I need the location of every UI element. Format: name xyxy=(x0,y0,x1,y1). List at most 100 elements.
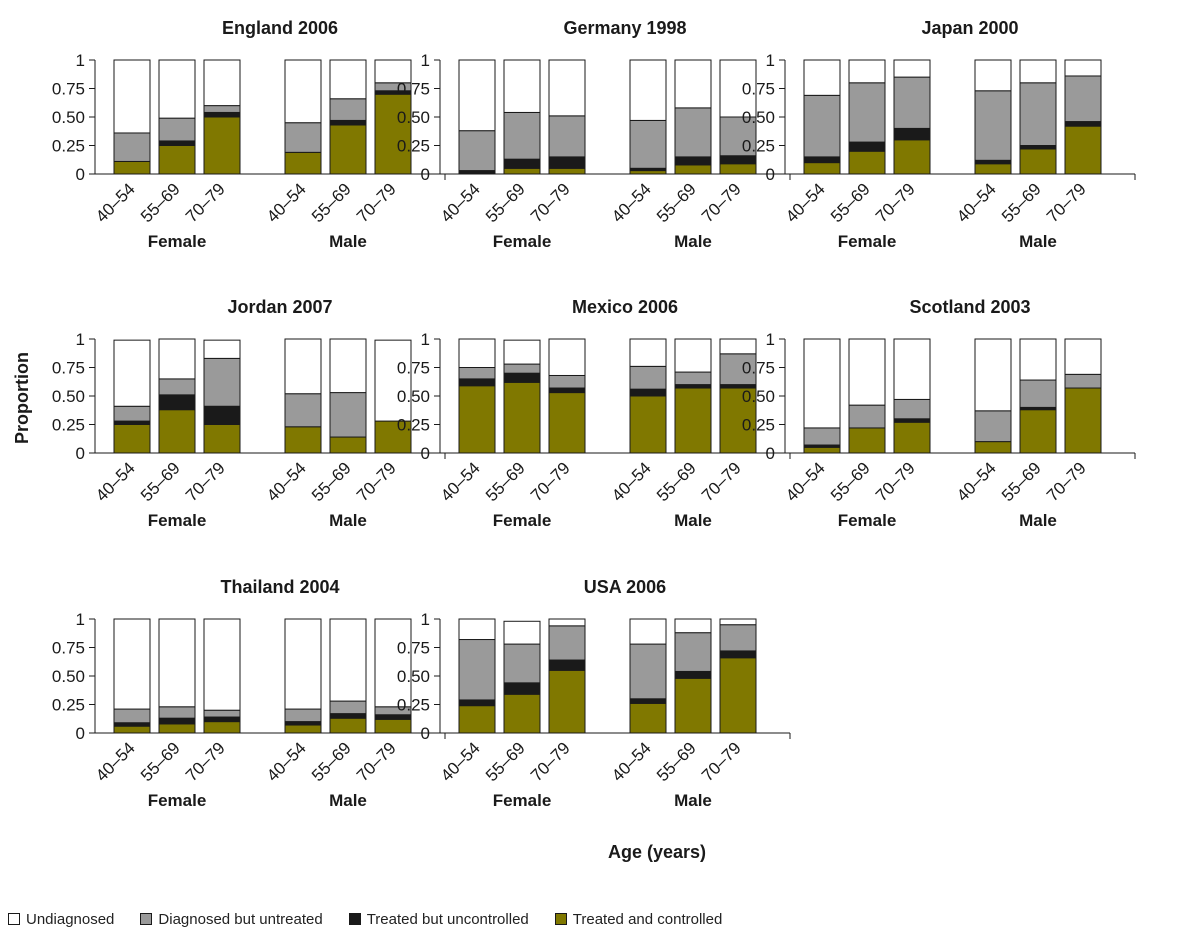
chart-title: Mexico 2006 xyxy=(572,297,678,317)
bar-segment-diagnosed-but-untreated xyxy=(284,393,322,428)
y-tick-label: 1 xyxy=(76,610,85,629)
bar-segment-treated-and-controlled xyxy=(329,436,367,454)
bar-segment-treated-but-uncontrolled xyxy=(458,170,496,175)
group-label-female: Female xyxy=(838,232,897,251)
legend: Undiagnosed Diagnosed but untreated Trea… xyxy=(8,908,748,930)
y-tick-label: 1 xyxy=(421,330,430,349)
y-tick-label: 0.25 xyxy=(742,416,775,435)
x-tick-label: 70–79 xyxy=(527,458,574,505)
bar-segment-diagnosed-but-untreated xyxy=(203,357,241,407)
y-tick-label: 0.75 xyxy=(397,80,430,99)
bar-segment-treated-and-controlled xyxy=(503,167,541,175)
x-tick-label: 40–54 xyxy=(263,458,310,505)
bar-segment-treated-and-controlled xyxy=(848,150,886,175)
bar-segment-treated-and-controlled xyxy=(284,426,322,454)
y-tick-label: 0 xyxy=(421,724,430,743)
bar-segment-treated-and-controlled xyxy=(374,718,412,734)
bar-segment-treated-but-uncontrolled xyxy=(674,384,712,389)
chart-title: Japan 2000 xyxy=(921,18,1018,38)
legend-label: Diagnosed but untreated xyxy=(158,910,323,928)
x-tick-label: 70–79 xyxy=(353,179,400,226)
y-tick-label: 0 xyxy=(76,165,85,184)
bar-segment-undiagnosed xyxy=(1064,338,1102,375)
bar-segment-diagnosed-but-untreated xyxy=(674,371,712,386)
legend-item-undiagnosed: Undiagnosed xyxy=(8,911,114,928)
x-tick-label: 70–79 xyxy=(527,738,574,785)
bar-segment-undiagnosed xyxy=(548,338,586,376)
bar-segment-undiagnosed xyxy=(719,618,757,626)
bar-segment-diagnosed-but-untreated xyxy=(203,105,241,113)
bar-segment-treated-but-uncontrolled xyxy=(158,140,196,147)
y-tick-label: 1 xyxy=(766,330,775,349)
x-tick-label: 55–69 xyxy=(653,179,700,226)
bar-segment-undiagnosed xyxy=(329,59,367,100)
bar-segment-treated-but-uncontrolled xyxy=(674,670,712,679)
y-tick-label: 0.25 xyxy=(52,416,85,435)
bar-segment-treated-and-controlled xyxy=(1019,148,1057,175)
x-tick-label: 55–69 xyxy=(308,738,355,785)
y-tick-label: 0.75 xyxy=(397,639,430,658)
bar-segment-treated-and-controlled xyxy=(458,705,496,734)
bar-segment-diagnosed-but-untreated xyxy=(1064,75,1102,123)
y-tick-label: 0.75 xyxy=(52,80,85,99)
bar-segment-treated-and-controlled xyxy=(548,167,586,175)
bar-segment-treated-and-controlled xyxy=(674,677,712,734)
bar-segment-diagnosed-but-untreated xyxy=(893,76,931,129)
bar-segment-treated-but-uncontrolled xyxy=(719,155,757,165)
y-tick-label: 1 xyxy=(76,51,85,70)
y-tick-label: 0.50 xyxy=(742,108,775,127)
y-tick-label: 0.50 xyxy=(52,667,85,686)
x-tick-label: 70–79 xyxy=(182,458,229,505)
y-tick-label: 0 xyxy=(76,724,85,743)
bar-segment-diagnosed-but-untreated xyxy=(974,410,1012,443)
chart-panels: England 200600.250.500.75140–5455–6970–7… xyxy=(52,18,1136,810)
bar-segment-diagnosed-but-untreated xyxy=(1064,373,1102,389)
bar-segment-undiagnosed xyxy=(458,59,496,132)
x-tick-label: 70–79 xyxy=(872,458,919,505)
y-tick-label: 0.75 xyxy=(742,359,775,378)
x-tick-label: 40–54 xyxy=(437,458,484,505)
bar-segment-treated-but-uncontrolled xyxy=(893,418,931,423)
bar-segment-undiagnosed xyxy=(548,59,586,117)
x-tick-label: 70–79 xyxy=(698,179,745,226)
bar-segment-diagnosed-but-untreated xyxy=(719,116,757,157)
group-label-female: Female xyxy=(148,791,207,810)
bar-segment-undiagnosed xyxy=(548,618,586,627)
y-tick-label: 0.25 xyxy=(397,137,430,156)
x-tick-label: 55–69 xyxy=(308,458,355,505)
group-label-male: Male xyxy=(1019,232,1057,251)
bar-segment-treated-but-uncontrolled xyxy=(548,156,586,169)
y-tick-label: 0 xyxy=(421,165,430,184)
bar-segment-diagnosed-but-untreated xyxy=(113,405,151,422)
bar-segment-undiagnosed xyxy=(203,618,241,711)
y-tick-label: 0.50 xyxy=(397,667,430,686)
bar-segment-treated-but-uncontrolled xyxy=(719,650,757,659)
y-tick-label: 0.75 xyxy=(52,359,85,378)
chart-title: England 2006 xyxy=(222,18,338,38)
bar-segment-diagnosed-but-untreated xyxy=(893,398,931,420)
y-tick-label: 0 xyxy=(766,165,775,184)
x-tick-label: 40–54 xyxy=(782,458,829,505)
bar-segment-treated-and-controlled xyxy=(329,124,367,175)
bar-segment-diagnosed-but-untreated xyxy=(548,115,586,158)
bar-segment-treated-but-uncontrolled xyxy=(974,159,1012,165)
group-label-male: Male xyxy=(329,511,367,530)
bar-segment-treated-and-controlled xyxy=(503,381,541,454)
bar-segment-diagnosed-but-untreated xyxy=(158,117,196,142)
bar-segment-treated-and-controlled xyxy=(719,657,757,734)
x-tick-label: 40–54 xyxy=(608,458,655,505)
legend-item-diagnosed-untreated: Diagnosed but untreated xyxy=(140,910,323,928)
bar-segment-undiagnosed xyxy=(158,618,196,708)
bar-segment-diagnosed-but-untreated xyxy=(284,708,322,723)
chart-panel-thailand-2004: Thailand 200400.250.500.75140–5455–6970–… xyxy=(52,577,446,810)
x-tick-label: 40–54 xyxy=(437,179,484,226)
bar-segment-diagnosed-but-untreated xyxy=(629,119,667,169)
chart-panel-usa-2006: USA 200600.250.500.75140–5455–6970–79Fem… xyxy=(397,577,791,810)
bar-segment-diagnosed-but-untreated xyxy=(329,392,367,438)
bar-segment-undiagnosed xyxy=(848,338,886,406)
bar-segment-undiagnosed xyxy=(893,338,931,400)
x-tick-label: 40–54 xyxy=(782,179,829,226)
bar-segment-diagnosed-but-untreated xyxy=(503,643,541,684)
x-tick-label: 40–54 xyxy=(608,738,655,785)
bar-segment-diagnosed-but-untreated xyxy=(503,111,541,160)
